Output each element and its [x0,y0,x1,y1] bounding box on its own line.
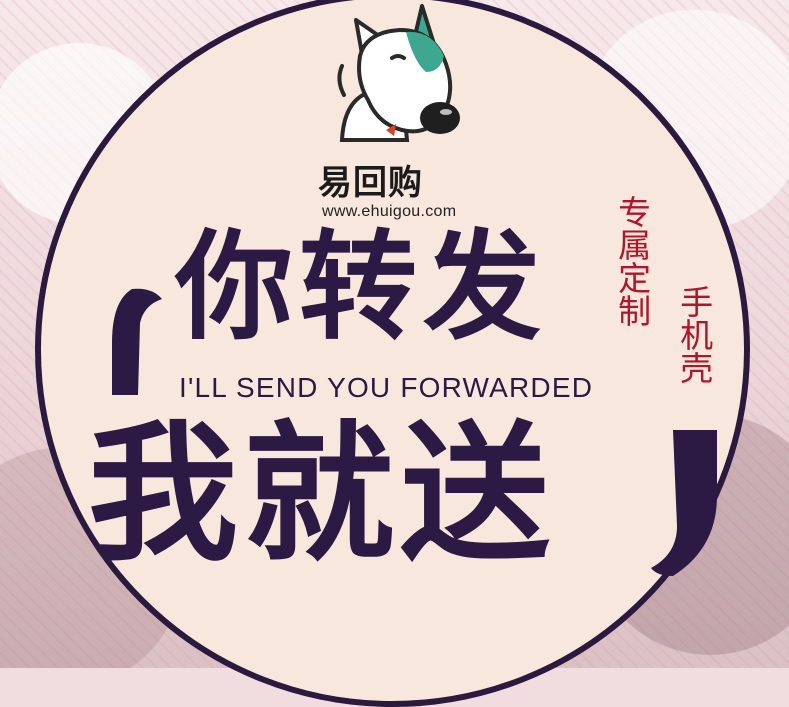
headline-line-2: 我就送 [88,408,557,582]
headline-line-1: 你转发 [175,218,548,356]
tag-phone-case: 手机壳 [674,285,714,384]
tag-exclusive-custom: 专属定制 [612,195,652,327]
brand-url: www.ehuigou.com [322,203,457,220]
open-quote-icon [112,288,162,395]
bull-terrier-dog-icon [337,4,460,142]
close-quote-icon [651,430,717,576]
headline-subtitle: I'LL SEND YOU FORWARDED [179,372,594,403]
brand-name: 易回购 [318,163,423,203]
